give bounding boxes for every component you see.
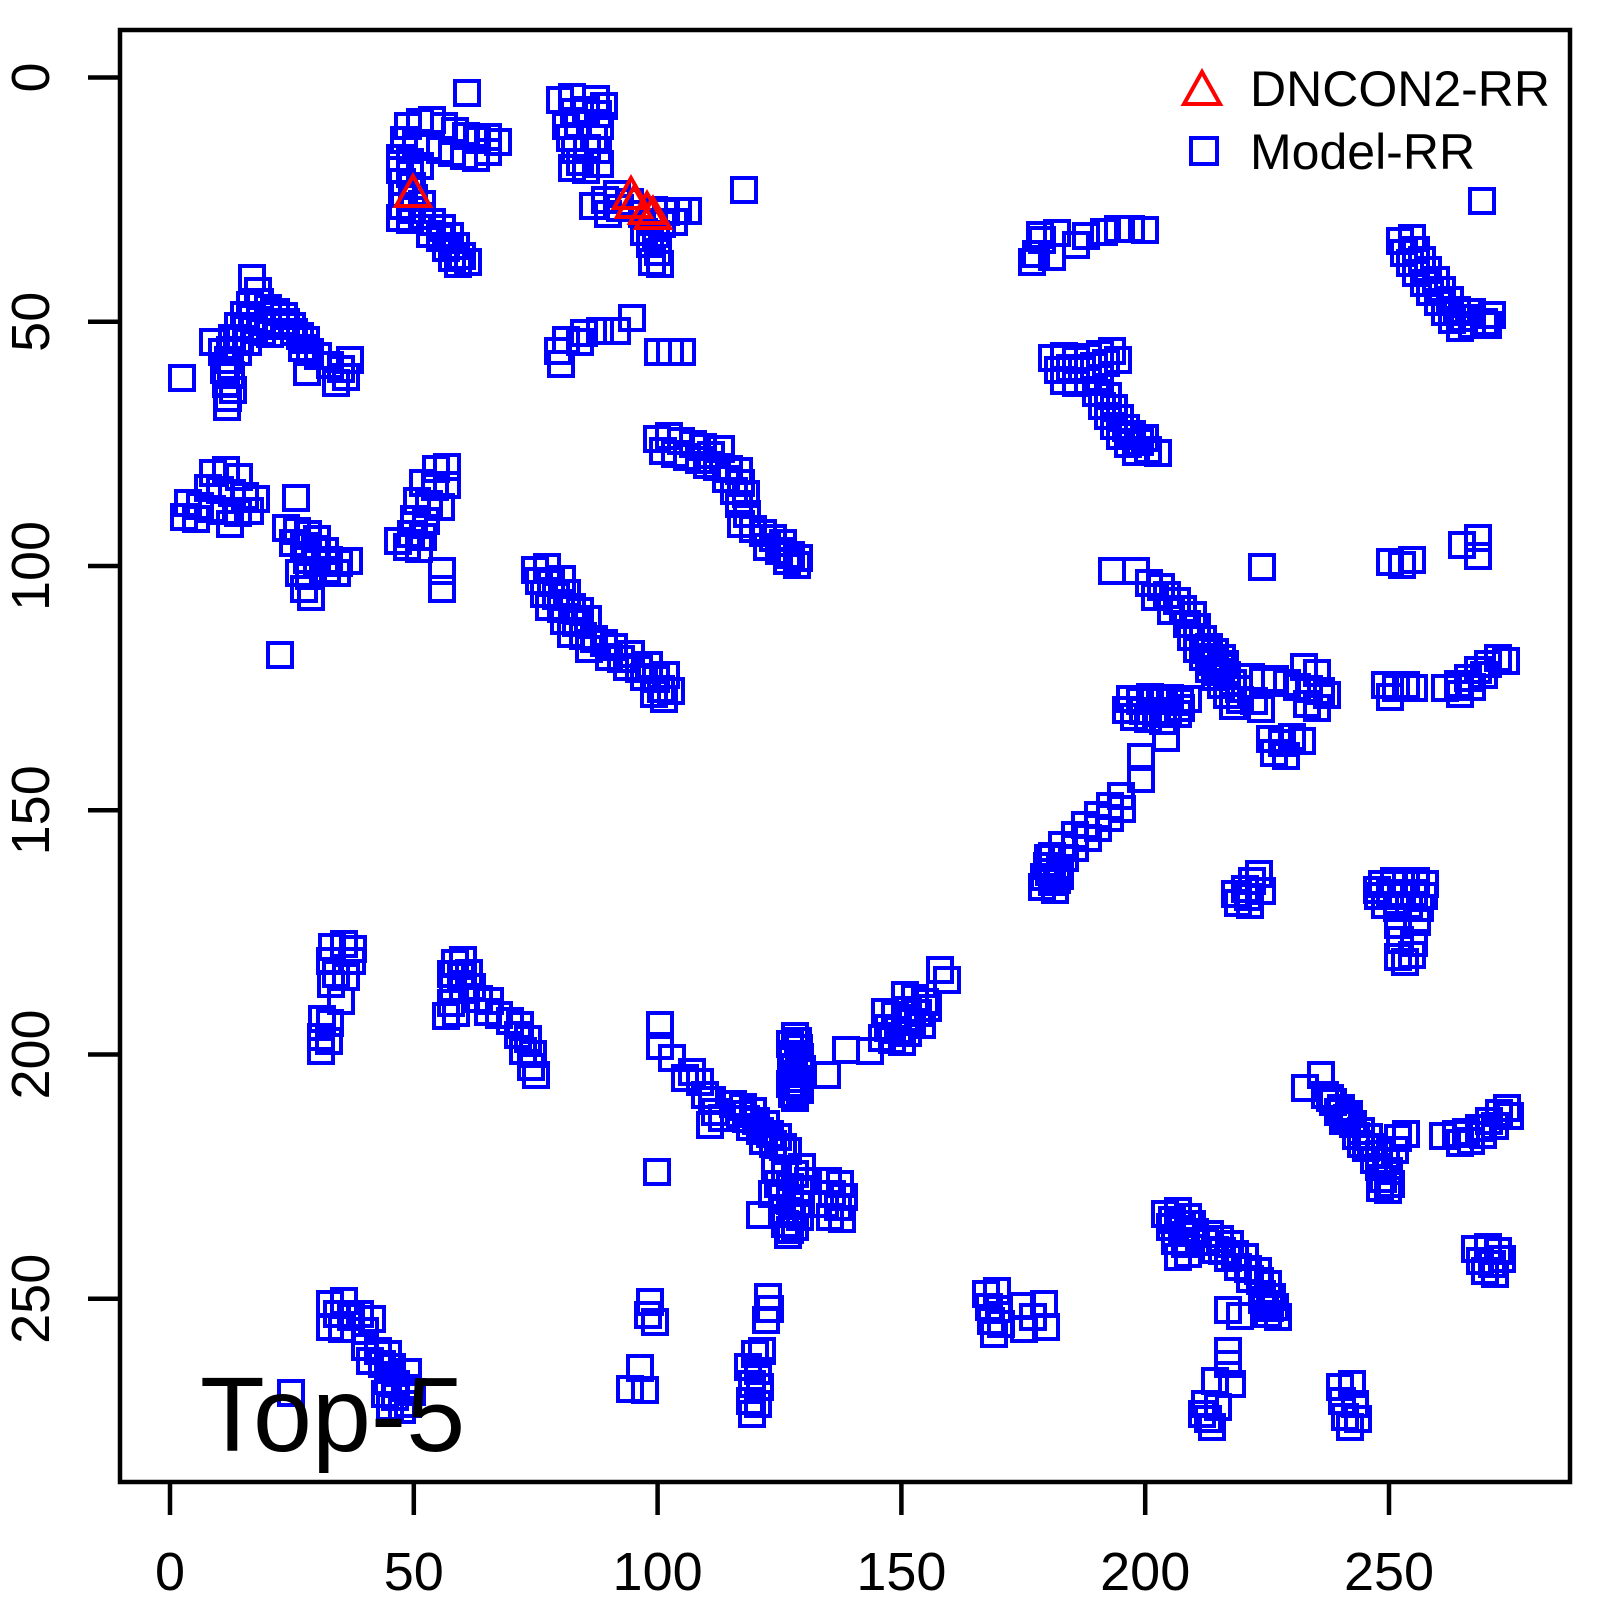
svg-text:250: 250	[1344, 1542, 1434, 1600]
svg-text:0: 0	[155, 1542, 185, 1600]
svg-text:DNCON2-RR: DNCON2-RR	[1250, 61, 1550, 117]
svg-text:250: 250	[1, 1254, 61, 1344]
svg-text:100: 100	[613, 1542, 703, 1600]
svg-text:200: 200	[1, 1009, 61, 1099]
svg-text:50: 50	[1, 292, 61, 352]
svg-text:150: 150	[1, 765, 61, 855]
svg-text:50: 50	[384, 1542, 444, 1600]
svg-text:0: 0	[1, 62, 61, 92]
svg-text:100: 100	[1, 521, 61, 611]
svg-text:Model-RR: Model-RR	[1250, 124, 1475, 180]
svg-text:150: 150	[856, 1542, 946, 1600]
svg-text:200: 200	[1100, 1542, 1190, 1600]
svg-text:Top-5: Top-5	[200, 1356, 465, 1474]
